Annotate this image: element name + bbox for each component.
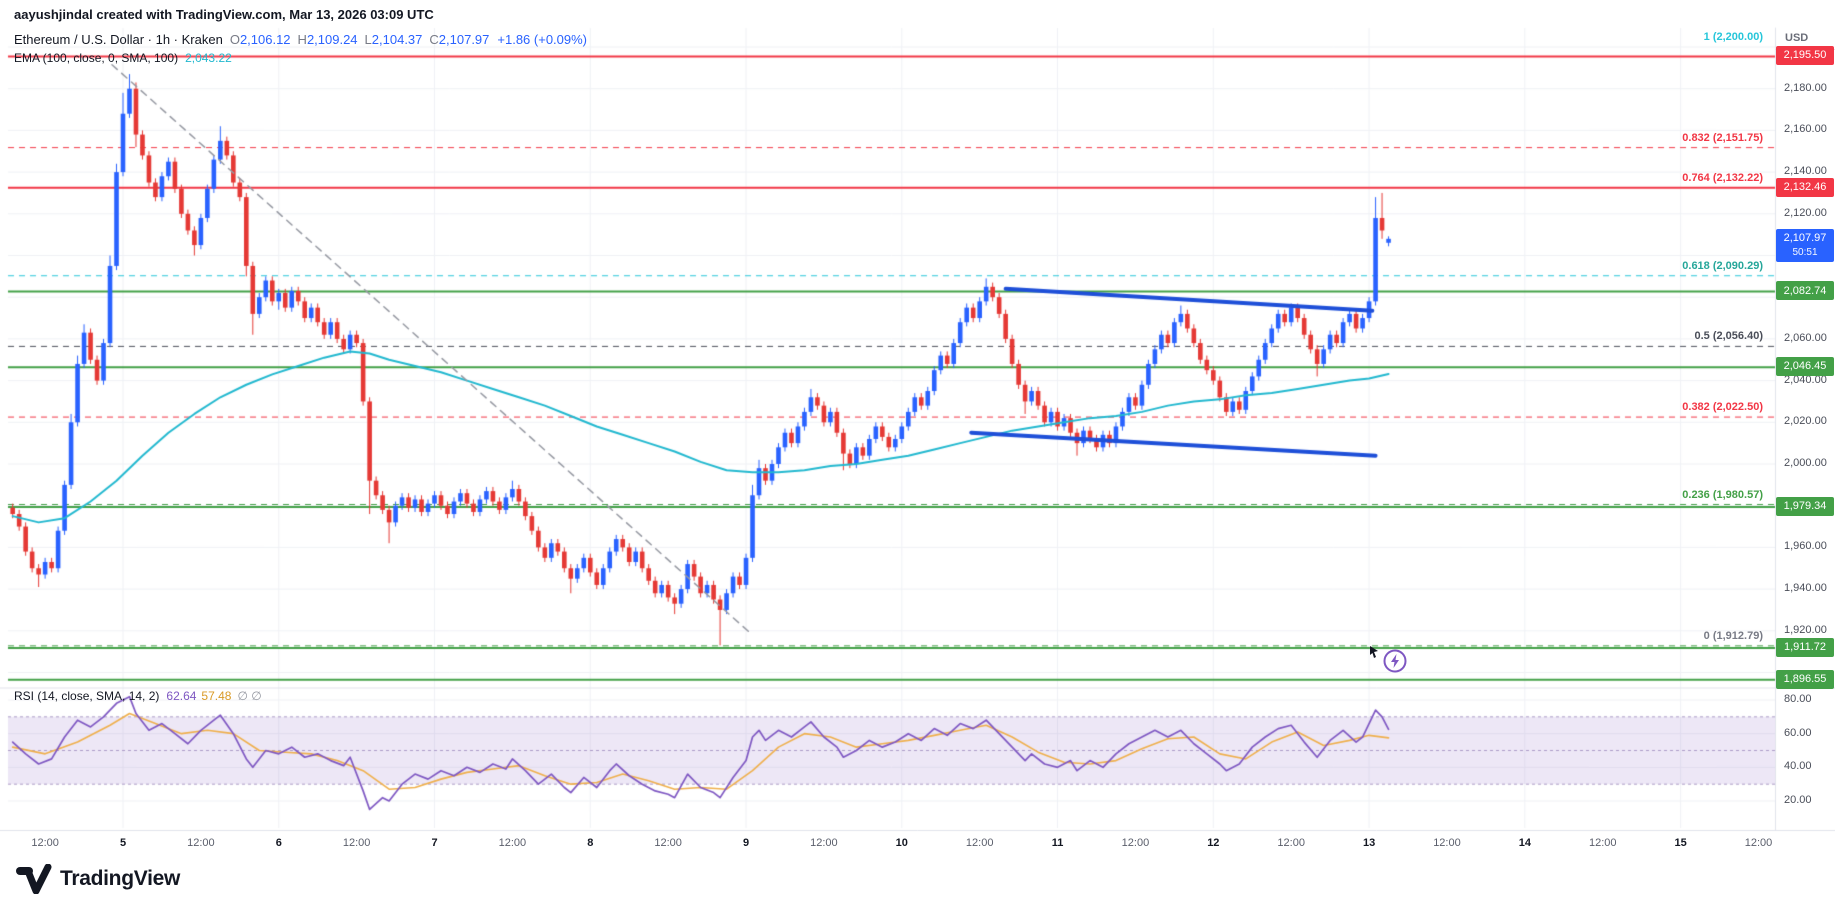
time-tick-day: 6: [275, 837, 282, 849]
time-tick-hour: 12:00: [1121, 837, 1150, 849]
time-tick-hour: 12:00: [1433, 837, 1461, 849]
badge-price: 1,896.55: [1783, 672, 1827, 685]
ema-value: 2,043.22: [185, 51, 232, 65]
cursor-icon: [1370, 646, 1378, 658]
ohlc-key-h: H: [297, 32, 307, 47]
price-axis-label: 1,940.00: [1784, 582, 1827, 595]
level-price-badge: 1,979.34: [1776, 497, 1834, 517]
time-tick-day: 15: [1674, 837, 1687, 849]
rsi-axis-label: 60.00: [1784, 726, 1812, 739]
annotation-group: [1368, 644, 1412, 676]
price-axis-label: 1,920.00: [1784, 623, 1827, 636]
price-axis-label: 2,140.00: [1784, 165, 1827, 178]
price-axis-label: 2,180.00: [1784, 81, 1827, 94]
badge-price: 2,107.97: [1783, 232, 1827, 245]
badge-price: 2,195.50: [1783, 49, 1827, 62]
rsi-hidden-values: ∅ ∅: [237, 689, 262, 703]
time-tick-day: 12: [1207, 837, 1220, 849]
ohlc-key-l: L: [364, 32, 372, 47]
time-tick-day: 13: [1362, 837, 1376, 849]
time-tick-hour: 12:00: [1277, 837, 1305, 849]
time-tick-day: 9: [742, 837, 750, 849]
rsi-axis-label: 80.00: [1784, 693, 1812, 705]
level-price-badge: 1,911.72: [1776, 638, 1834, 658]
price-axis-label: 2,040.00: [1784, 373, 1827, 386]
time-tick-day: 5: [119, 837, 127, 849]
time-tick-hour: 12:00: [1588, 837, 1617, 849]
level-price-badge: 2,082.74: [1776, 281, 1834, 301]
tradingview-mark-icon: [16, 864, 52, 894]
ohlc-value-o: 2,106.12: [239, 32, 291, 47]
attribution-text: aayushjindal created with TradingView.co…: [14, 7, 434, 22]
ohlc-value-c: 2,107.97: [438, 32, 490, 47]
level-price-badge: 2,195.50: [1776, 46, 1834, 66]
rsi-legend: RSI (14, close, SMA, 14, 2) 62.64 57.48 ∅ ∅: [14, 689, 262, 703]
symbol-legend: Ethereum / U.S. Dollar · 1h · Kraken O2,1…: [14, 32, 587, 47]
change-readout: +1.86 (+0.09%): [497, 32, 588, 47]
rsi-axis-label: 20.00: [1784, 793, 1812, 806]
price-axis-label: 2,160.00: [1784, 123, 1827, 136]
price-axis-label: 1,960.00: [1784, 540, 1827, 553]
price-axis-label: 2,120.00: [1784, 206, 1827, 219]
price-axis-label: 2,020.00: [1784, 415, 1827, 428]
level-price-badge: 1,896.55: [1776, 669, 1834, 689]
level-price-badge: 2,046.45: [1776, 357, 1834, 377]
price-axis-label: 2,060.00: [1784, 331, 1827, 344]
time-tick-hour: 12:00: [654, 837, 682, 849]
price-axis[interactable]: USD 2,180.00 2,160.00 2,140.00 2,120.00 2,06…: [1775, 0, 1835, 830]
rsi-value: 62.64: [166, 689, 197, 703]
time-tick-day: 8: [587, 837, 594, 849]
lightning-icon: [1383, 649, 1407, 673]
bar-countdown: 50:51: [1792, 247, 1818, 259]
time-tick-hour: 12:00: [31, 837, 59, 849]
time-tick-hour: 12:00: [965, 837, 994, 849]
price-axis-label: 2,000.00: [1784, 457, 1827, 469]
time-tick-day: 11: [1051, 837, 1064, 849]
time-tick-hour: 12:00: [187, 837, 215, 849]
time-tick-day: 10: [895, 837, 908, 849]
rsi-ma-value: 57.48: [201, 689, 232, 703]
time-axis[interactable]: 12:00 5 12:00 6 12:00 7 12:00 8 12:00 9 12:00 10 12:…: [0, 830, 1775, 858]
tradingview-logo[interactable]: TradingView: [16, 864, 180, 894]
brand-text: TradingView: [60, 867, 181, 890]
level-price-badge: 2,132.46: [1776, 177, 1834, 197]
badge-price: 2,082.74: [1783, 284, 1827, 297]
time-tick-hour: 12:00: [498, 837, 527, 849]
ohlc-value-h: 2,109.24: [306, 32, 358, 47]
current-price-badge: 2,107.97 50:51: [1776, 228, 1834, 262]
ohlc-value-l: 2,104.37: [371, 32, 423, 47]
time-tick-day: 7: [431, 837, 438, 849]
badge-price: 2,132.46: [1783, 180, 1827, 193]
badge-price: 2,046.45: [1783, 360, 1827, 373]
symbol-title: Ethereum / U.S. Dollar · 1h · Kraken: [14, 32, 223, 47]
ohlc-key-o: O: [229, 32, 240, 47]
time-tick-hour: 12:00: [1744, 837, 1773, 849]
ohlc-readout: O2,106.12 H2,109.24 L2,104.37 C2,107.97: [223, 32, 490, 47]
time-tick-hour: 12:00: [810, 837, 838, 849]
badge-price: 1,911.72: [1783, 641, 1826, 654]
time-tick-day: 14: [1518, 837, 1531, 849]
rsi-label: RSI (14, close, SMA, 14, 2): [14, 689, 160, 703]
ema-legend: EMA (100, close, 0, SMA, 100) 2,043.22: [14, 51, 232, 65]
badge-price: 1,979.34: [1783, 500, 1827, 513]
ohlc-key-c: C: [429, 32, 439, 47]
ema-label: EMA (100, close, 0, SMA, 100): [14, 51, 179, 65]
rsi-axis-label: 40.00: [1784, 760, 1812, 773]
time-tick-hour: 12:00: [342, 837, 371, 849]
